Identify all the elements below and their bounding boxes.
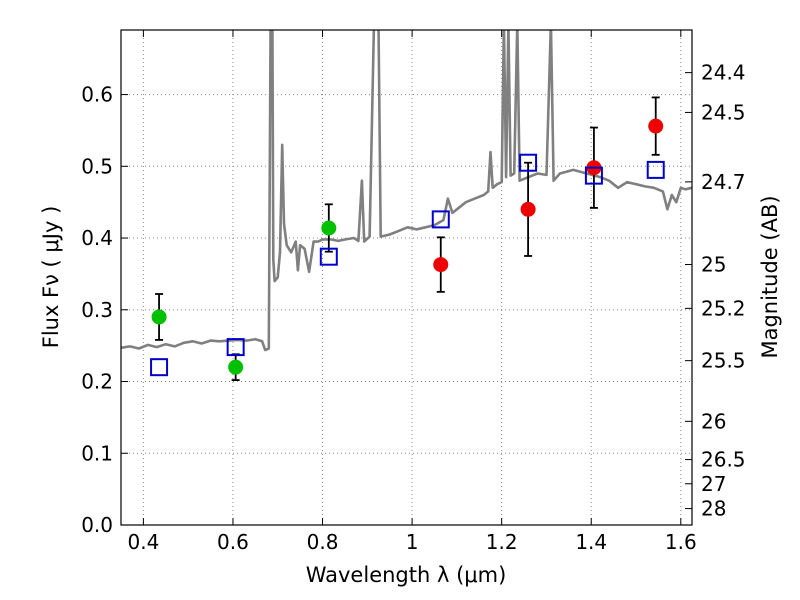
right-tick-label: 26.5 [701, 448, 746, 472]
x-tick-label: 1.2 [486, 530, 518, 554]
y-tick-label: 0.2 [81, 370, 113, 394]
y-tick-label: 0.3 [81, 298, 113, 322]
data-point [228, 359, 244, 375]
data-point [151, 309, 167, 325]
model-point [150, 358, 169, 377]
grid-lines [121, 30, 692, 526]
right-axis-label: Magnitude (AB) [758, 195, 782, 358]
x-tick-label: 0.6 [217, 530, 249, 554]
x-tick-label: 1 [406, 530, 419, 554]
x-tick-label: 1.4 [575, 530, 607, 554]
model-point [226, 338, 245, 357]
y-tick-label: 0.4 [81, 226, 113, 250]
y-tick-label: 0.0 [81, 513, 113, 537]
right-tick-label: 25.5 [701, 349, 746, 373]
right-tick-label: 24.5 [701, 100, 746, 124]
model-point [519, 153, 538, 172]
right-tick-label: 24.7 [701, 170, 746, 194]
data-point [648, 118, 664, 134]
right-tick-label: 25.2 [701, 296, 746, 320]
spectrum-layer [121, 30, 692, 352]
y-tick-label: 0.5 [81, 154, 113, 178]
y-tick-label: 0.1 [81, 441, 113, 465]
right-tick-label: 24.4 [701, 61, 746, 85]
right-tick-label: 27 [701, 472, 726, 496]
right-tick-label: 26 [701, 409, 726, 433]
right-tick-label: 28 [701, 497, 726, 521]
spectrum-line [121, 30, 692, 352]
data-point [321, 220, 337, 236]
x-tick-label: 1.6 [665, 530, 697, 554]
model-point [431, 210, 450, 229]
data-point [433, 257, 449, 273]
y-tick-label: 0.6 [81, 83, 113, 107]
model-point [646, 160, 665, 179]
model-point [584, 166, 603, 185]
right-tick-label: 25 [701, 253, 726, 277]
y-axis-label: Flux Fν ( μJy ) [39, 206, 63, 349]
ticks: 0.4 0.6 0.8 1 1.2 1.4 1.6 0.0 0.1 0.2 0.3 0.4 0.5 0.6… [81, 30, 746, 554]
x-tick-label: 0.4 [127, 530, 159, 554]
x-tick-label: 0.8 [307, 530, 339, 554]
x-axis-label: Wavelength λ (μm) [306, 563, 507, 587]
plot-frame [120, 29, 693, 526]
marker-layer [150, 118, 665, 377]
data-point [520, 201, 536, 217]
model-point [319, 247, 338, 266]
